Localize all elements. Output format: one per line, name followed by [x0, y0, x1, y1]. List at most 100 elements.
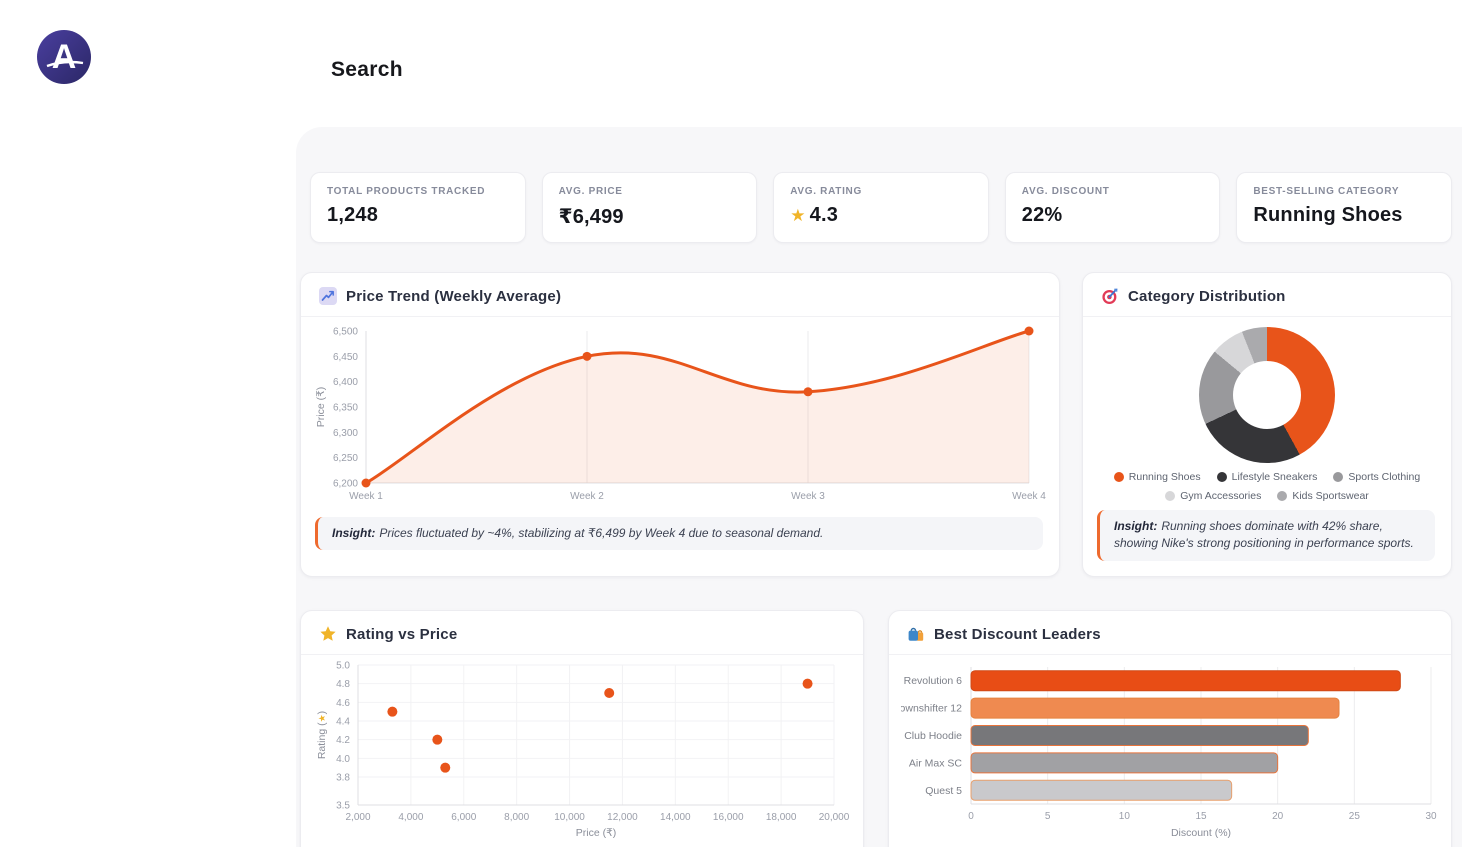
svg-text:4.2: 4.2 [336, 735, 350, 746]
svg-text:4.4: 4.4 [336, 717, 350, 728]
scatter-point[interactable] [387, 706, 398, 717]
insight-text: Prices fluctuated by ~4%, stabilizing at… [379, 526, 824, 540]
svg-text:2,000: 2,000 [345, 812, 370, 823]
stat-value: ₹6,499 [558, 206, 624, 228]
card-title: Rating vs Price [346, 625, 458, 643]
svg-text:Rating (★): Rating (★) [316, 711, 328, 759]
legend-dot [1165, 491, 1176, 501]
logo-swoosh [46, 60, 84, 68]
search-nav-link[interactable]: Search [331, 58, 403, 81]
legend-dot [1216, 472, 1227, 482]
legend-dot [1333, 472, 1344, 482]
price-trend-chart[interactable]: 6,200 6,250 6,300 6,350 6,400 6,450 6,500 Week … [311, 323, 1047, 509]
svg-text:Discount (%): Discount (%) [1171, 827, 1231, 839]
stat-label: BEST-SELLING CATEGORY [1253, 186, 1400, 197]
line-point[interactable] [1024, 326, 1034, 336]
svg-text:Club Hoodie: Club Hoodie [904, 730, 962, 742]
insight-label: Insight: [332, 526, 376, 540]
svg-text:16,000: 16,000 [713, 812, 744, 823]
card-header: Best Discount Leaders [889, 611, 1451, 655]
svg-text:5.0: 5.0 [336, 661, 350, 672]
bar[interactable] [970, 779, 1233, 801]
bar[interactable] [970, 725, 1309, 746]
stat-label: TOTAL PRODUCTS TRACKED [327, 186, 486, 197]
svg-text:15: 15 [1195, 811, 1207, 822]
stat-card-avg-price: AVG. PRICE ₹6,499 [541, 172, 758, 243]
svg-text:6,500: 6,500 [333, 327, 358, 338]
svg-text:8,000: 8,000 [504, 812, 529, 823]
bar[interactable] [970, 670, 1401, 692]
card-title: Category Distribution [1128, 287, 1286, 305]
rating-vs-price-chart[interactable]: 3.5 3.8 4.0 4.2 4.4 4.6 4.8 5.0 2,000 4,000 6,000 8… [313, 659, 853, 841]
line-point[interactable] [582, 351, 592, 361]
svg-text:6,200: 6,200 [333, 479, 358, 490]
svg-text:30: 30 [1425, 811, 1437, 822]
insight-text: Running shoes dominate with 42% share, s… [1114, 519, 1414, 551]
legend-item[interactable]: Sports Clothing [1333, 471, 1420, 483]
stat-card-total-products: TOTAL PRODUCTS TRACKED 1,248 [310, 172, 526, 243]
svg-text:0: 0 [968, 811, 974, 822]
star-icon [320, 626, 336, 641]
stat-label: AVG. DISCOUNT [1021, 186, 1110, 197]
svg-text:Week 3: Week 3 [791, 491, 825, 502]
line-point[interactable] [803, 387, 813, 397]
logo-circle [37, 30, 91, 84]
legend-dot [1113, 472, 1124, 482]
line-point[interactable] [361, 478, 371, 488]
stat-label: AVG. PRICE [558, 186, 623, 197]
svg-text:25: 25 [1349, 811, 1361, 822]
card-title: Price Trend (Weekly Average) [346, 287, 562, 305]
svg-text:6,400: 6,400 [333, 377, 358, 388]
insight-box: Insight: Running shoes dominate with 42% … [1097, 510, 1435, 561]
svg-text:20: 20 [1272, 811, 1284, 822]
stat-card-avg-rating: AVG. RATING ★ 4.3 [773, 172, 989, 243]
legend-item[interactable]: Kids Sportswear [1277, 490, 1369, 502]
svg-text:3.8: 3.8 [336, 773, 350, 784]
star-icon: ★ [790, 206, 806, 225]
svg-text:Price (₹): Price (₹) [315, 387, 327, 428]
category-distribution-card: Category Distribution Running Shoes Lifes… [1082, 272, 1452, 577]
svg-text:Week 1: Week 1 [349, 491, 383, 502]
stat-label: AVG. RATING [790, 186, 862, 197]
bar[interactable] [970, 697, 1340, 719]
svg-text:6,450: 6,450 [333, 352, 358, 363]
svg-text:4,000: 4,000 [398, 812, 423, 823]
category-donut[interactable] [1199, 327, 1335, 463]
brand-logo[interactable]: A [36, 29, 92, 85]
target-icon [1102, 288, 1118, 304]
logo-letter: A [52, 38, 77, 76]
shopping-bags-icon [908, 627, 924, 641]
legend-item[interactable]: Gym Accessories [1165, 490, 1261, 502]
stat-value: 1,248 [327, 204, 379, 226]
scatter-point[interactable] [432, 734, 443, 745]
stat-card-avg-discount: AVG. DISCOUNT 22% [1004, 172, 1221, 243]
svg-text:Downshifter 12: Downshifter 12 [901, 703, 962, 715]
legend-item[interactable]: Lifestyle Sneakers [1216, 471, 1317, 483]
svg-text:10,000: 10,000 [554, 812, 585, 823]
scatter-point[interactable] [802, 678, 813, 689]
rating-vs-price-card: Rating vs Price 3.5 3.8 4.0 4.2 4.4 4.6 4.8 5.0… [300, 610, 864, 847]
svg-text:4.6: 4.6 [336, 698, 350, 709]
svg-text:Week 4: Week 4 [1012, 491, 1046, 502]
svg-text:6,300: 6,300 [333, 428, 358, 439]
donut-wrap [1083, 327, 1451, 463]
stats-row: TOTAL PRODUCTS TRACKED 1,248 AVG. PRICE … [310, 172, 1452, 243]
legend-dot [1277, 491, 1288, 501]
svg-text:3.5: 3.5 [336, 801, 350, 812]
svg-text:6,000: 6,000 [451, 812, 476, 823]
svg-text:20,000: 20,000 [819, 812, 850, 823]
svg-text:6,350: 6,350 [333, 403, 358, 414]
discount-leaders-chart[interactable]: Revolution 6 Downshifter 12 Club Hoodie Air… [901, 659, 1441, 841]
svg-text:4.8: 4.8 [336, 679, 350, 690]
svg-text:Air Max SC: Air Max SC [909, 757, 963, 769]
bar[interactable] [970, 752, 1279, 774]
card-header: Category Distribution [1083, 273, 1451, 317]
card-header: Price Trend (Weekly Average) [301, 273, 1059, 317]
scatter-point[interactable] [440, 762, 451, 773]
svg-text:18,000: 18,000 [766, 812, 797, 823]
scatter-point[interactable] [604, 688, 615, 698]
svg-text:Quest 5: Quest 5 [925, 785, 962, 797]
svg-text:6,250: 6,250 [333, 453, 358, 464]
legend-item[interactable]: Running Shoes [1113, 471, 1201, 483]
